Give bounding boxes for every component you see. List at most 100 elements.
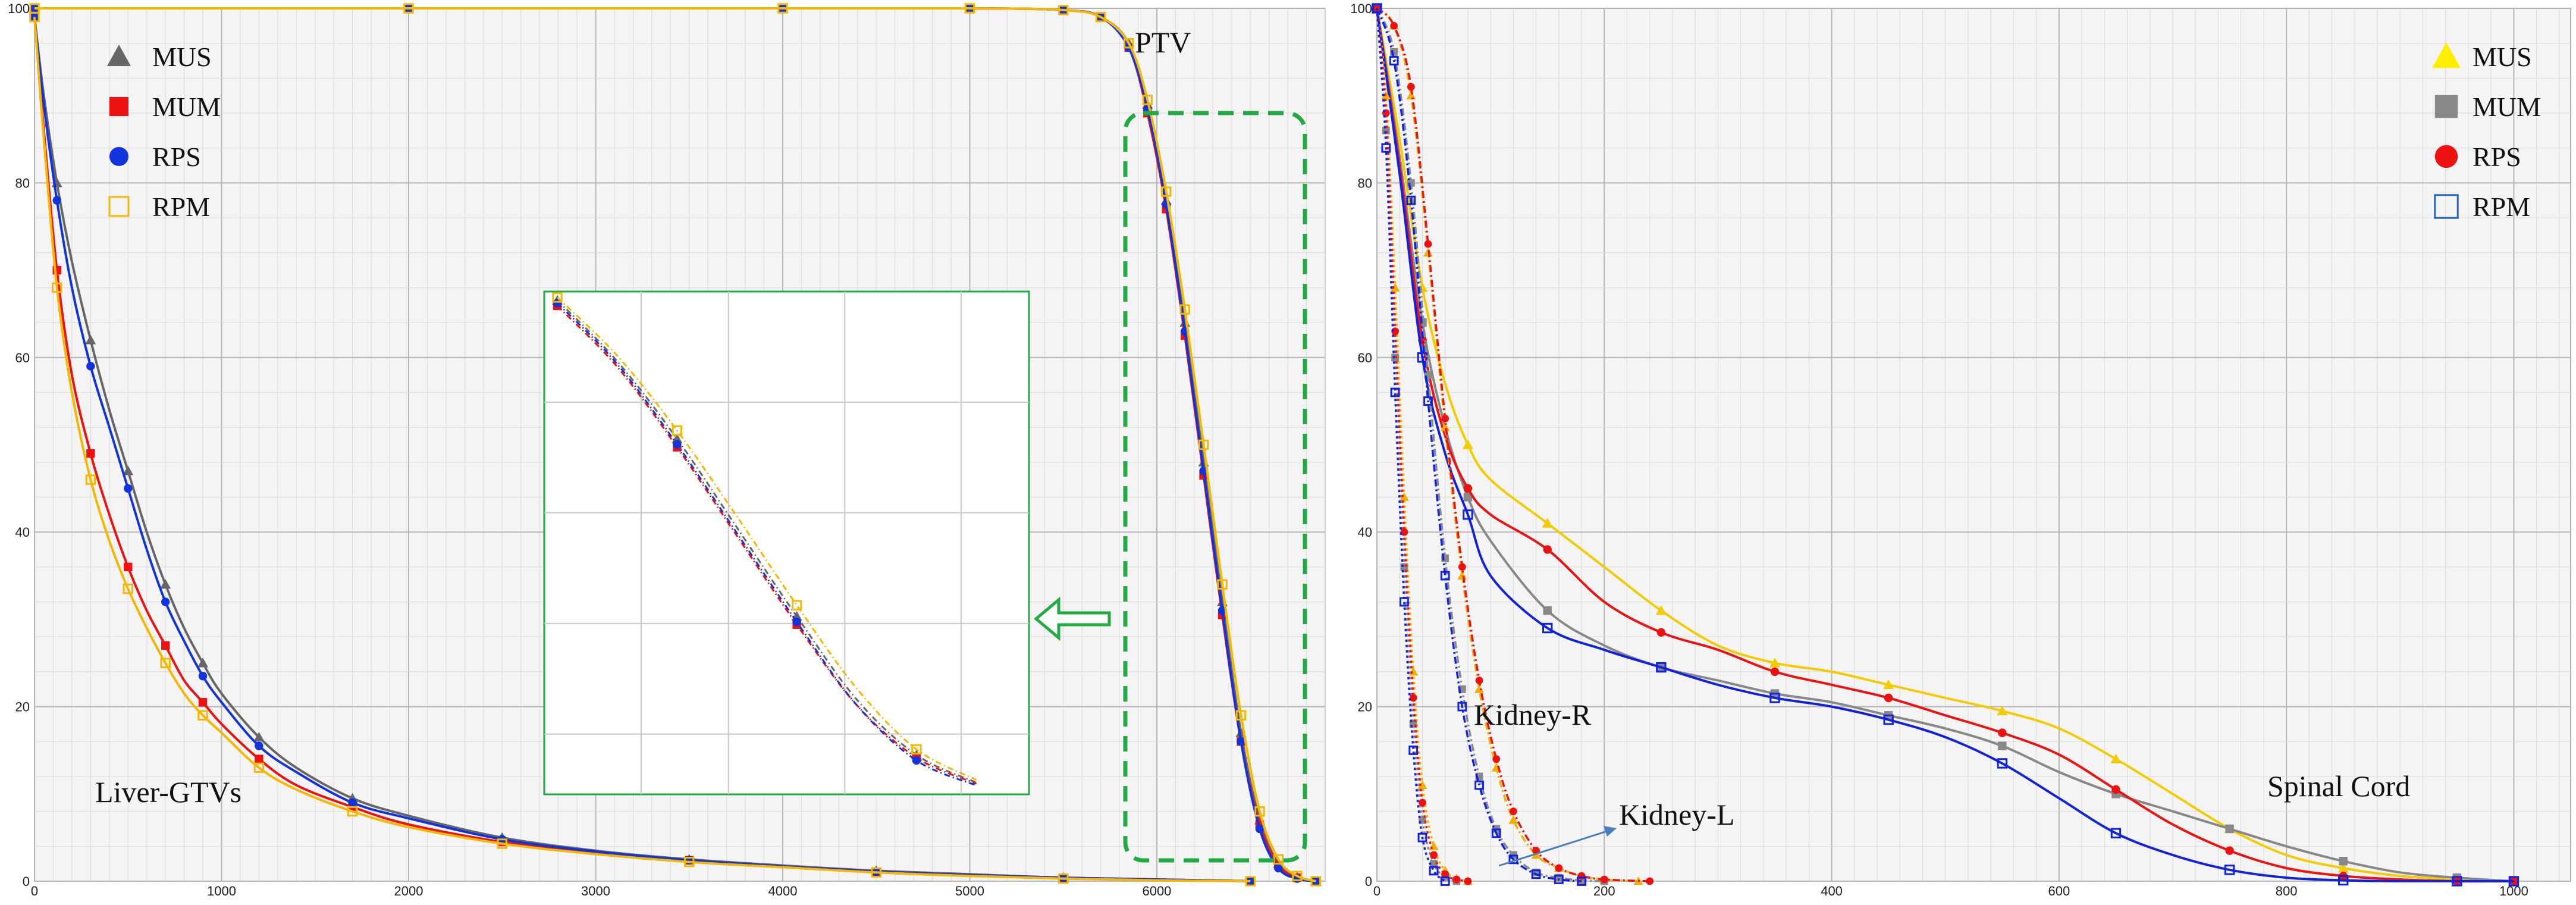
- legend-label-rps: RPS: [2473, 142, 2521, 172]
- x-tick-label: 200: [1593, 884, 1615, 898]
- data-point: [1246, 876, 1255, 886]
- annotation-kidney-r: Kidney-R: [1474, 698, 1592, 731]
- data-point: [30, 12, 39, 21]
- data-point: [198, 672, 208, 681]
- kidney-l-pointer: [1498, 826, 1617, 867]
- data-point: [1509, 807, 1517, 816]
- data-point: [124, 562, 133, 572]
- inset-series-rpm: [552, 292, 977, 781]
- x-tick-label: 600: [2048, 884, 2070, 898]
- inset-frame: [543, 290, 1030, 796]
- x-tick-label: 3000: [581, 884, 610, 898]
- y-tick-label: 20: [15, 700, 30, 715]
- inset-series-line: [557, 296, 977, 781]
- data-point: [1492, 755, 1501, 763]
- data-point: [1406, 90, 1416, 100]
- annotation-ptv: PTV: [1135, 26, 1191, 59]
- data-point: [1245, 876, 1256, 887]
- data-point: [86, 449, 95, 458]
- data-point: [347, 806, 358, 817]
- data-point: [2339, 857, 2348, 866]
- data-point: [1390, 21, 1398, 30]
- inset-data-point: [552, 292, 563, 303]
- data-point: [1217, 579, 1228, 590]
- data-point: [1409, 694, 1417, 702]
- data-point: [253, 762, 265, 773]
- legend-marker-rps: [109, 147, 128, 166]
- data-point: [52, 282, 62, 293]
- data-point: [1577, 876, 1586, 886]
- series-rpm-kidney-l: [1372, 4, 1450, 886]
- series-rps-kidney-r: [1373, 4, 1654, 885]
- data-point: [29, 3, 40, 14]
- data-point: [1577, 872, 1586, 880]
- data-point: [1463, 509, 1473, 520]
- data-point: [2452, 876, 2462, 887]
- data-point: [1474, 780, 1484, 790]
- data-point: [1254, 806, 1265, 817]
- data-point: [1399, 492, 1409, 501]
- data-point: [85, 334, 96, 345]
- x-tick-label: 0: [31, 884, 38, 898]
- legend-marker-mum: [109, 97, 128, 116]
- data-point: [1769, 657, 1780, 668]
- data-point: [1474, 684, 1485, 693]
- data-point: [1417, 352, 1428, 363]
- x-tick-label: 2000: [394, 884, 423, 898]
- legend-label-mus: MUS: [152, 42, 212, 72]
- series-line: [1376, 8, 1446, 882]
- data-point: [2338, 875, 2349, 886]
- data-point: [403, 3, 414, 14]
- data-point: [1457, 702, 1467, 712]
- x-tick-label: 800: [2276, 884, 2298, 898]
- legend-label-mus: MUS: [2473, 42, 2532, 72]
- data-point: [1160, 186, 1172, 197]
- x-tick-label: 5000: [955, 884, 984, 898]
- data-point: [871, 867, 881, 878]
- series-line: [1376, 8, 1582, 882]
- data-point: [1381, 90, 1391, 100]
- data-point: [964, 3, 975, 14]
- data-point: [1508, 815, 1518, 824]
- legend-marker-rpm: [108, 196, 130, 217]
- data-point: [161, 597, 170, 606]
- y-tick-label: 20: [1358, 700, 1372, 715]
- data-point: [1417, 780, 1427, 790]
- data-point: [1417, 832, 1427, 843]
- data-point: [255, 741, 263, 750]
- inset-data-point: [672, 425, 683, 436]
- data-point: [1462, 439, 1473, 449]
- data-point: [52, 196, 61, 205]
- inset-data-point: [912, 756, 921, 765]
- data-point: [1542, 622, 1553, 634]
- data-point: [1998, 741, 2007, 750]
- data-point: [2110, 828, 2122, 839]
- inset-zoom: [543, 290, 1030, 796]
- y-tick-label: 40: [15, 525, 30, 540]
- data-point: [1391, 353, 1399, 362]
- data-point: [1884, 693, 1893, 703]
- series-line: [1376, 8, 2514, 883]
- data-point: [1770, 667, 1780, 677]
- x-tick-label: 400: [1821, 884, 1843, 898]
- data-point: [684, 857, 695, 868]
- data-point: [2225, 824, 2234, 834]
- data-point: [1406, 195, 1416, 205]
- data-point: [1430, 851, 1438, 859]
- data-point: [1142, 95, 1153, 105]
- legend-label-mum: MUM: [152, 92, 221, 122]
- annotation-spinal-cord: Spinal Cord: [2267, 769, 2410, 803]
- data-point: [1475, 677, 1483, 684]
- data-point: [1440, 422, 1450, 431]
- data-point: [1543, 545, 1552, 554]
- data-point: [1179, 304, 1190, 315]
- data-point: [1408, 746, 1419, 755]
- ptv-highlight-box: [1123, 111, 1307, 863]
- data-point: [1407, 83, 1415, 91]
- inset-data-point: [911, 744, 922, 755]
- annotation-kidney-l: Kidney-L: [1619, 798, 1734, 831]
- data-point: [1656, 628, 1666, 637]
- data-point: [1463, 493, 1473, 502]
- data-point: [1124, 37, 1134, 49]
- data-point: [1058, 5, 1069, 15]
